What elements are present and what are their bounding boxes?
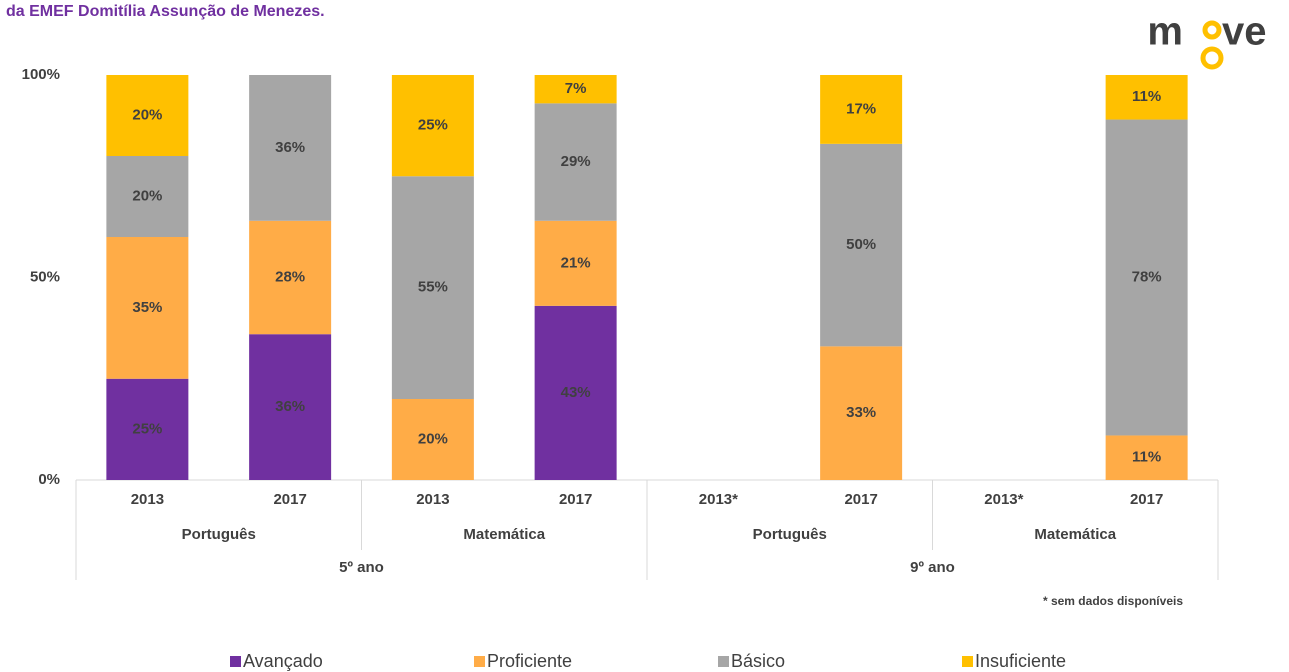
data-label: 50% — [846, 236, 876, 253]
x-tick-label: 2017 — [1130, 491, 1163, 508]
data-label: 36% — [275, 139, 305, 156]
data-label: 17% — [846, 100, 876, 117]
legend-swatch — [474, 656, 485, 667]
bar-segment — [820, 143, 903, 347]
data-label: 11% — [1132, 449, 1161, 466]
bar-segment — [534, 305, 617, 480]
data-label: 11% — [1132, 88, 1161, 105]
bar-segment — [106, 378, 189, 480]
bar-segment — [820, 346, 903, 480]
subject-label: Português — [182, 526, 256, 543]
bar-segment — [391, 176, 474, 399]
x-tick-label: 2017 — [273, 491, 306, 508]
bar-segment — [106, 156, 189, 237]
data-label: 35% — [132, 299, 162, 316]
x-tick-label: 2013* — [699, 491, 738, 508]
bar-segment — [820, 75, 903, 144]
subject-label: Português — [753, 526, 827, 543]
bar-segment — [391, 399, 474, 480]
bar-segment — [1105, 75, 1188, 120]
footnote: * sem dados disponíveis — [1043, 594, 1183, 608]
y-tick-label: 50% — [30, 268, 60, 285]
data-label: 25% — [418, 117, 448, 134]
y-tick-label: 100% — [22, 66, 60, 83]
data-label: 20% — [418, 430, 448, 447]
bar-segment — [391, 75, 474, 177]
data-label: 29% — [561, 153, 591, 170]
legend-label: Avançado — [243, 651, 323, 671]
logo-text: m — [1147, 10, 1183, 54]
bar-segment — [249, 75, 332, 221]
bar-segment — [534, 103, 617, 221]
legend-label: Insuficiente — [975, 651, 1066, 671]
data-label: 25% — [132, 420, 162, 437]
data-label: 20% — [132, 106, 162, 123]
bar-segment — [249, 220, 332, 335]
bar-segment — [534, 220, 617, 306]
bar-segment — [534, 75, 617, 104]
logo-ring — [1200, 46, 1224, 70]
bar-segment — [1105, 119, 1188, 436]
data-label: 36% — [275, 398, 305, 415]
data-label: 43% — [561, 384, 591, 401]
x-tick-label: 2017 — [844, 491, 877, 508]
subject-label: Matemática — [463, 526, 545, 543]
legend-swatch — [718, 656, 729, 667]
bar-segment — [249, 334, 332, 480]
logo-text: ve — [1222, 10, 1267, 54]
data-label: 20% — [132, 187, 162, 204]
data-label: 7% — [565, 80, 587, 97]
y-tick-label: 0% — [38, 471, 60, 488]
bar-segment — [106, 75, 189, 156]
data-label: 28% — [275, 268, 305, 285]
x-tick-label: 2017 — [559, 491, 592, 508]
data-label: 55% — [418, 279, 448, 296]
bar-segment — [106, 237, 189, 379]
data-label: 21% — [561, 254, 591, 271]
legend-swatch — [230, 656, 241, 667]
bar-segment — [1105, 435, 1188, 480]
x-tick-label: 2013* — [984, 491, 1023, 508]
legend-label: Básico — [731, 651, 785, 671]
chart-title: da EMEF Domitília Assunção de Menezes. — [6, 3, 325, 20]
legend-label: Proficiente — [487, 651, 572, 671]
subject-label: Matemática — [1034, 526, 1116, 543]
x-tick-label: 2013 — [416, 491, 449, 508]
x-tick-label: 2013 — [131, 491, 164, 508]
data-label: 78% — [1132, 268, 1162, 285]
logo-dot — [1202, 20, 1222, 40]
legend-swatch — [962, 656, 973, 667]
grade-label: 9º ano — [910, 559, 955, 576]
data-label: 33% — [846, 404, 876, 421]
grade-label: 5º ano — [339, 559, 384, 576]
